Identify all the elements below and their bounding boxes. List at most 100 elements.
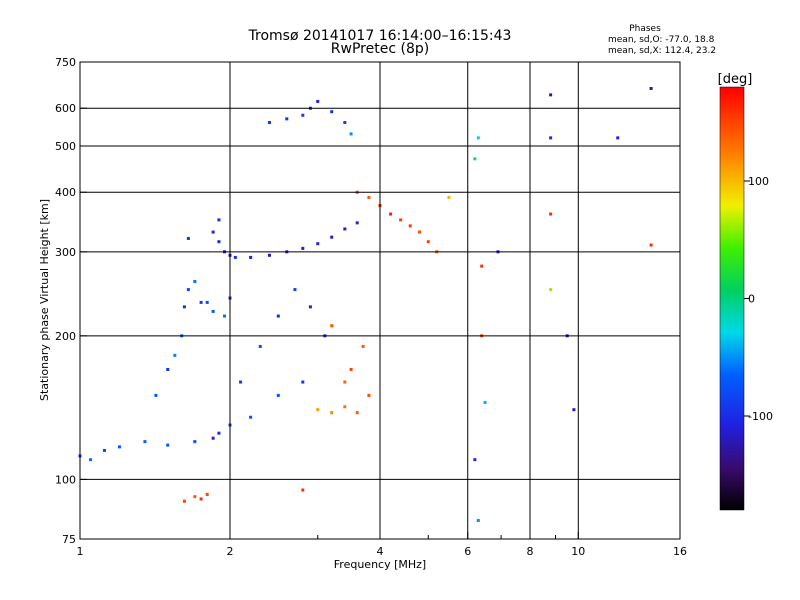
- y-tick-label: 400: [55, 186, 76, 199]
- data-point: [343, 380, 347, 384]
- data-point: [316, 242, 320, 246]
- data-point: [301, 488, 305, 492]
- data-point: [343, 121, 347, 125]
- data-point: [182, 499, 186, 503]
- data-point: [205, 300, 209, 304]
- x-tick-label: 10: [571, 545, 585, 558]
- colorbar-label: [deg]: [718, 72, 753, 87]
- data-point: [301, 246, 305, 250]
- data-point: [572, 408, 576, 412]
- x-tick-label: 16: [673, 545, 687, 558]
- data-point: [233, 255, 237, 259]
- y-axis-ticks: 75 100 200 300 400 500 600 750: [55, 56, 87, 546]
- data-point: [199, 497, 203, 501]
- data-point: [205, 492, 209, 496]
- data-point: [186, 288, 190, 292]
- x-tick-label: 6: [464, 545, 471, 558]
- data-point: [408, 224, 412, 228]
- data-point: [103, 448, 107, 452]
- data-point: [476, 136, 480, 140]
- data-point: [330, 110, 334, 114]
- data-point: [193, 495, 197, 499]
- data-point: [476, 519, 480, 523]
- data-point: [211, 230, 215, 234]
- x-axis-ticks: 1 2 4 6 8 10 16: [77, 532, 687, 558]
- x-tick-label: 4: [377, 545, 384, 558]
- data-point: [276, 314, 280, 318]
- data-point: [285, 117, 289, 121]
- data-point: [217, 431, 221, 435]
- data-point: [361, 344, 365, 348]
- data-point: [143, 440, 147, 444]
- grid-lines: [80, 62, 680, 539]
- data-point: [316, 99, 320, 103]
- data-point: [308, 305, 312, 309]
- colorbar-tick-label: 0: [748, 293, 755, 306]
- colorbar-tick-label: -100: [748, 410, 773, 423]
- data-point: [249, 255, 253, 259]
- data-point: [166, 443, 170, 447]
- data-point: [182, 305, 186, 309]
- data-point: [349, 132, 353, 136]
- data-point: [367, 195, 371, 199]
- data-point: [258, 344, 262, 348]
- data-point: [117, 445, 121, 449]
- data-point: [293, 288, 297, 292]
- data-point: [355, 221, 359, 225]
- data-point: [616, 136, 620, 140]
- data-point: [549, 136, 553, 140]
- data-point: [173, 353, 177, 357]
- data-point: [239, 380, 243, 384]
- data-point: [349, 367, 353, 371]
- data-point: [473, 157, 477, 161]
- data-point: [483, 400, 487, 404]
- chart-subtitle: RwPretec (8p): [331, 41, 429, 57]
- x-tick-label: 2: [227, 545, 234, 558]
- data-point: [417, 230, 421, 234]
- legend-title: Phases: [629, 24, 661, 34]
- data-point: [549, 212, 553, 216]
- x-tick-label: 8: [527, 545, 534, 558]
- y-tick-label: 500: [55, 140, 76, 153]
- data-point: [301, 380, 305, 384]
- data-point: [217, 218, 221, 222]
- data-point: [549, 93, 553, 97]
- legend-line-x: mean, sd,X: 112.4, 23.2: [608, 46, 716, 56]
- data-point: [473, 458, 477, 462]
- data-point: [330, 411, 334, 415]
- data-point: [447, 195, 451, 199]
- data-point: [166, 367, 170, 371]
- data-point: [389, 212, 393, 216]
- data-point: [426, 240, 430, 244]
- data-point: [267, 253, 271, 257]
- colorbar-gradient: [719, 86, 745, 511]
- y-tick-label: 300: [55, 246, 76, 259]
- data-point: [355, 411, 359, 415]
- y-tick-label: 750: [55, 56, 76, 69]
- data-point: [343, 405, 347, 409]
- data-point: [301, 113, 305, 117]
- x-axis-label: Frequency [MHz]: [334, 558, 426, 571]
- data-point: [211, 436, 215, 440]
- data-point: [186, 236, 190, 240]
- x-tick-label: 1: [77, 545, 84, 558]
- data-point: [316, 408, 320, 412]
- data-point: [249, 415, 253, 419]
- chart-title: Tromsø 20141017 16:14:00–16:15:43: [248, 28, 512, 44]
- data-point: [549, 288, 553, 292]
- data-point: [399, 218, 403, 222]
- y-tick-label: 100: [55, 473, 76, 486]
- data-point: [193, 440, 197, 444]
- data-point: [480, 264, 484, 268]
- data-point: [211, 309, 215, 313]
- data-point: [223, 314, 227, 318]
- data-point: [276, 393, 280, 397]
- y-tick-label: 75: [62, 533, 76, 546]
- data-point: [330, 324, 334, 328]
- data-point: [267, 121, 271, 125]
- data-point: [367, 393, 371, 397]
- colorbar-tick-label: 100: [748, 175, 769, 188]
- data-point: [649, 243, 653, 247]
- colorbar: [deg] 100 0 -100: [718, 72, 773, 511]
- data-point: [193, 279, 197, 283]
